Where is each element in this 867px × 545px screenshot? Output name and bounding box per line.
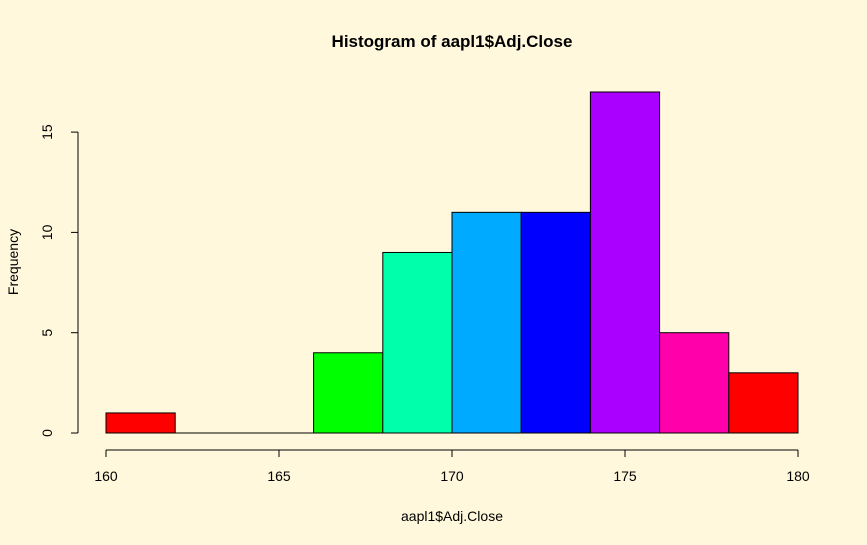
bar-174-176 (589, 91, 661, 434)
bars-group (105, 91, 799, 434)
bar-168-170 (382, 251, 453, 434)
x-tick-label-160: 160 (94, 468, 118, 484)
x-tick-label-175: 175 (613, 468, 637, 484)
bar-172-174 (520, 211, 591, 434)
x-axis-label: aapl1$Adj.Close (401, 508, 503, 524)
bar-166-168 (313, 352, 384, 434)
bar-176-178 (659, 332, 730, 434)
x-axis: 160 165 170 175 180 (94, 449, 810, 484)
x-tick-label-180: 180 (786, 468, 810, 484)
bar-178-180 (728, 372, 799, 434)
y-tick-label-5: 5 (39, 329, 55, 337)
x-tick-label-165: 165 (267, 468, 291, 484)
x-tick-label-170: 170 (440, 468, 464, 484)
y-tick-label-15: 15 (39, 124, 55, 140)
y-axis: 0 5 10 15 (39, 124, 79, 437)
bar-160-162 (105, 412, 176, 434)
bar-170-172 (451, 211, 522, 434)
chart-title: Histogram of aapl1$Adj.Close (332, 32, 573, 51)
y-tick-label-0: 0 (39, 429, 55, 437)
y-axis-label: Frequency (5, 229, 21, 295)
y-tick-label-10: 10 (39, 224, 55, 240)
